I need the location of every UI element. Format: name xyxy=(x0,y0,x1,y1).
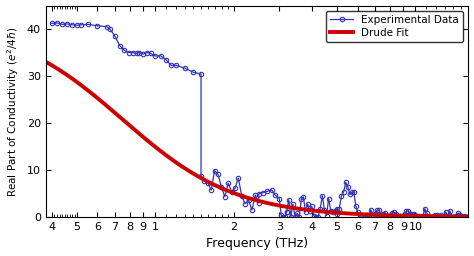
Line: Experimental Data: Experimental Data xyxy=(49,21,471,219)
Drude Fit xyxy=(325,210,331,214)
Experimental Data xyxy=(55,22,60,25)
Experimental Data xyxy=(95,24,100,27)
Experimental Data xyxy=(449,216,455,219)
Drude Fit xyxy=(118,116,124,119)
Drude Fit xyxy=(234,193,240,196)
Legend: Experimental Data, Drude Fit: Experimental Data, Drude Fit xyxy=(326,11,463,42)
Experimental Data xyxy=(280,216,286,219)
X-axis label: Frequency (THz): Frequency (THz) xyxy=(206,238,308,250)
Experimental Data xyxy=(397,215,403,218)
Experimental Data xyxy=(60,23,65,26)
Experimental Data xyxy=(49,22,55,25)
Drude Fit xyxy=(152,145,157,148)
Experimental Data xyxy=(341,190,346,194)
Experimental Data xyxy=(465,216,471,219)
Line: Drude Fit: Drude Fit xyxy=(46,62,468,217)
Drude Fit xyxy=(465,215,471,218)
Experimental Data xyxy=(405,209,411,212)
Drude Fit xyxy=(361,213,367,216)
Drude Fit xyxy=(43,60,49,63)
Y-axis label: Real Part of Conductivity ($e^2/4\hbar$): Real Part of Conductivity ($e^2/4\hbar$) xyxy=(6,26,21,197)
Drude Fit xyxy=(292,207,298,210)
